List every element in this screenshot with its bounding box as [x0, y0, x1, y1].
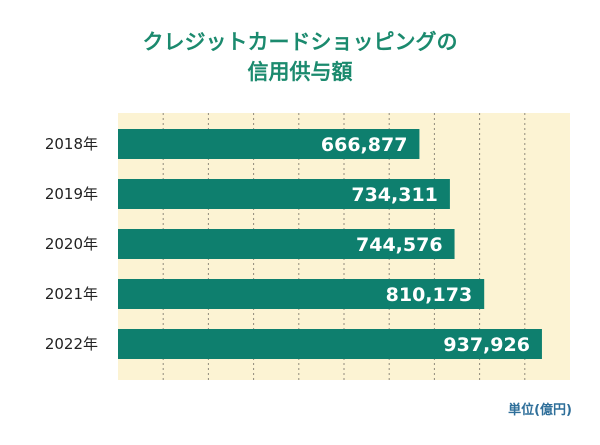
value-label: 744,576 [356, 234, 443, 256]
category-label: 2021年 [45, 285, 98, 303]
value-label: 937,926 [443, 334, 530, 356]
unit-label: 単位(億円) [508, 403, 572, 418]
value-label: 666,877 [321, 134, 408, 156]
bars-group [118, 129, 542, 359]
bar-2022年 [118, 329, 542, 359]
category-label: 2022年 [45, 335, 98, 353]
chart-title-line-2: 信用供与額 [247, 60, 353, 84]
category-label: 2018年 [45, 135, 98, 153]
chart-title: クレジットカードショッピングの 信用供与額 [0, 27, 600, 87]
bar-2018年 [118, 129, 420, 159]
bar-2019年 [118, 179, 450, 209]
chart-title-line-1: クレジットカードショッピングの [142, 30, 458, 54]
value-label: 810,173 [386, 284, 473, 306]
value-label: 734,311 [351, 184, 438, 206]
category-labels: 2018年 2019年 2020年 2021年 2022年 [45, 135, 98, 353]
bar-2020年 [118, 229, 455, 259]
category-label: 2019年 [45, 185, 98, 203]
bar-2021年 [118, 279, 485, 309]
category-label: 2020年 [45, 235, 98, 253]
value-labels: 666,877 734,311 744,576 810,173 937,926 [321, 134, 530, 356]
